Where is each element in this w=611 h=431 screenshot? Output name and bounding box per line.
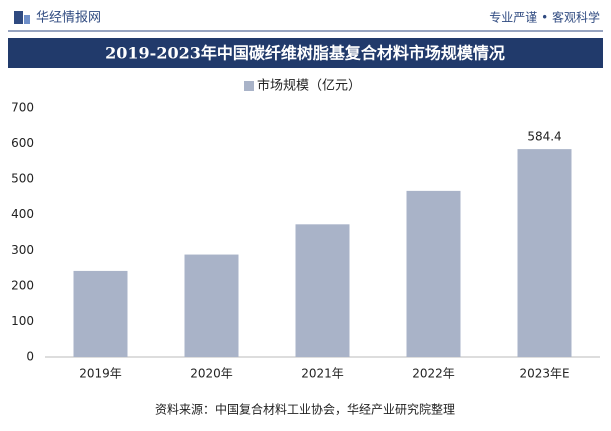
- logo-text: 华经情报网: [36, 11, 101, 26]
- bar: [517, 149, 572, 357]
- x-tick-label: 2023年E: [519, 367, 569, 381]
- slogan: 专业严谨 • 客观科学: [489, 10, 600, 25]
- legend-label: 市场规模（亿元）: [257, 78, 361, 94]
- bar: [406, 190, 461, 357]
- bar: [295, 224, 350, 357]
- title-bar: [8, 38, 603, 68]
- y-tick-label: 400: [11, 207, 34, 221]
- logo-icon: [24, 15, 30, 24]
- y-tick-label: 0: [26, 350, 34, 364]
- x-tick-label: 2019年: [79, 367, 122, 381]
- y-tick-label: 600: [11, 136, 34, 150]
- x-tick-label: 2020年: [190, 367, 233, 381]
- logo-icon: [14, 11, 23, 24]
- bar: [73, 270, 128, 357]
- bar: [184, 254, 239, 357]
- source-note: 资料来源：中国复合材料工业协会，华经产业研究院整理: [155, 402, 455, 417]
- legend-swatch: [244, 81, 254, 91]
- y-tick-label: 500: [11, 172, 34, 186]
- y-tick-label: 300: [11, 243, 34, 257]
- x-tick-label: 2021年: [301, 367, 344, 381]
- y-tick-label: 700: [11, 101, 34, 115]
- y-tick-label: 100: [11, 314, 34, 328]
- chart-title: 2019-2023年中国碳纤维树脂基复合材料市场规模情况: [105, 44, 505, 63]
- y-tick-label: 200: [11, 278, 34, 292]
- data-label: 584.4: [527, 130, 561, 144]
- x-tick-label: 2022年: [412, 367, 455, 381]
